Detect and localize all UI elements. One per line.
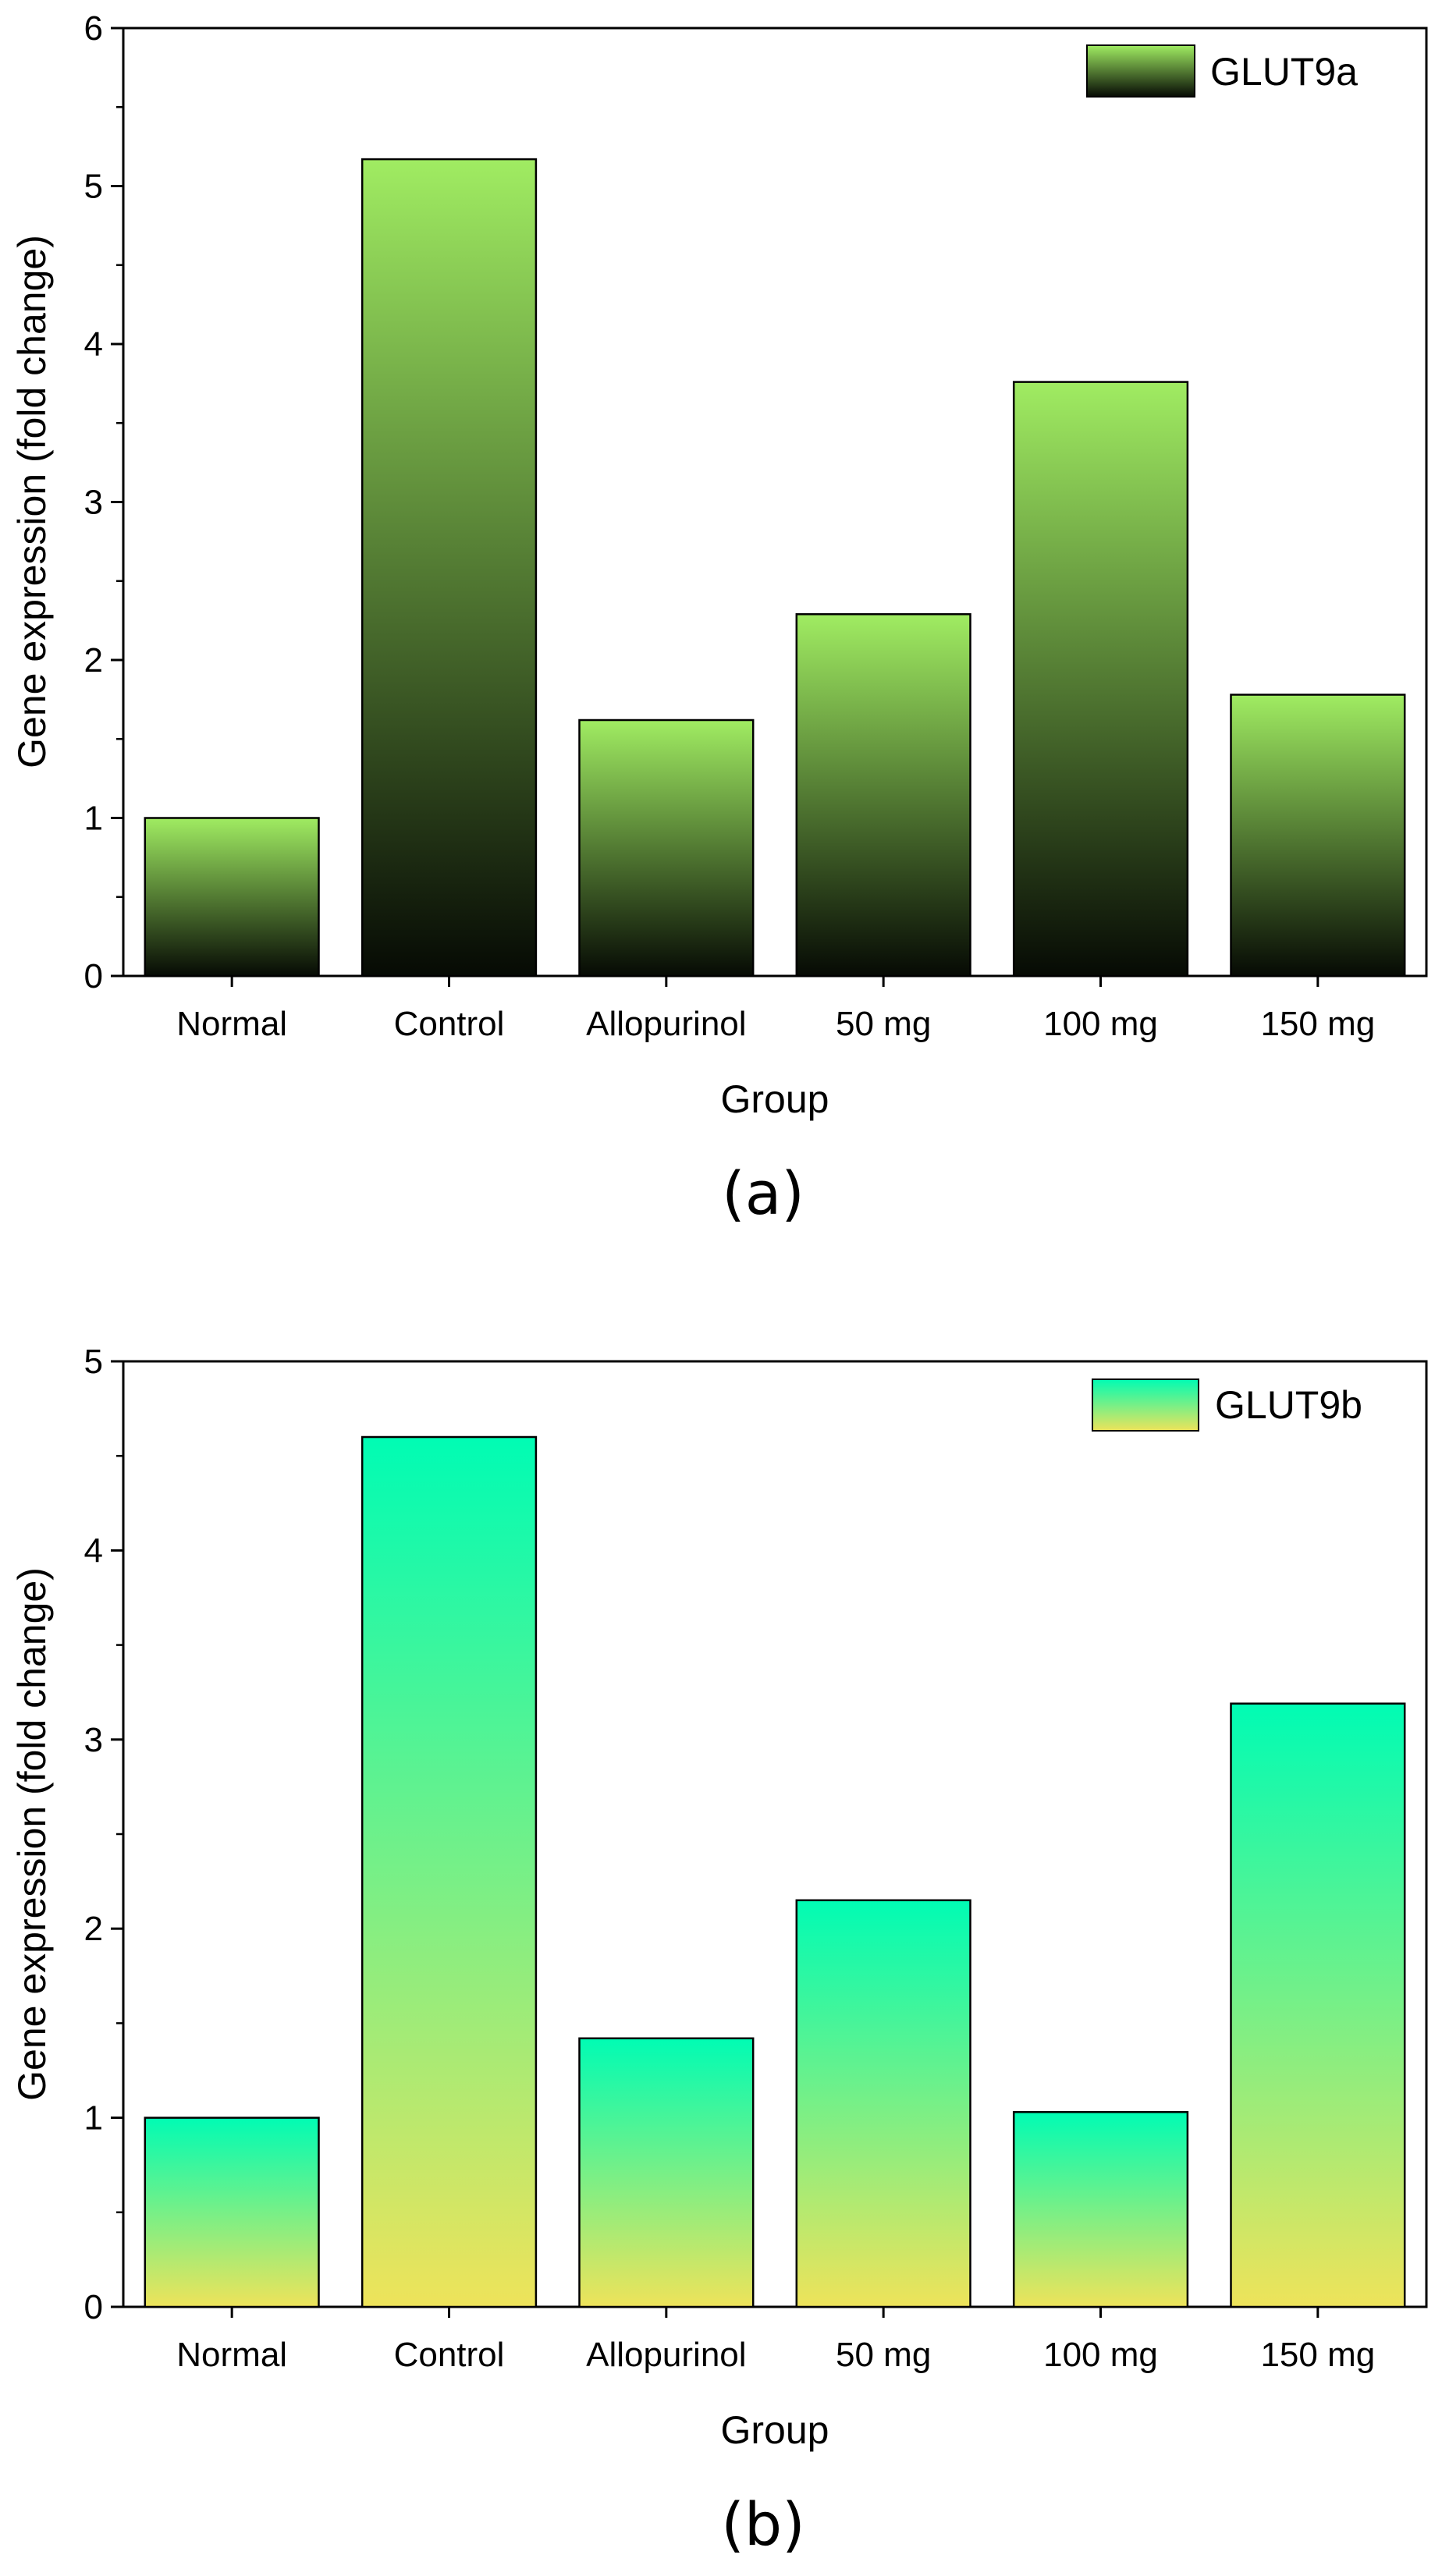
bar-a-2 <box>360 158 538 978</box>
bar-a-1 <box>144 817 320 978</box>
y-axis-b: 0 1 2 3 4 5 <box>84 1343 123 2326</box>
y-tick-label-a-6: 6 <box>84 9 103 48</box>
bar-b-1 <box>144 2117 320 2308</box>
x-tick-label-b-4: 50 mg <box>836 2336 931 2374</box>
x-axis-title-b: Group <box>721 2408 829 2452</box>
bar-b-2 <box>360 1435 538 2308</box>
y-tick-label-a-3: 3 <box>84 484 103 522</box>
legend-a: GLUT9a <box>1086 44 1358 98</box>
x-tick-label-b-1: Normal <box>176 2336 287 2374</box>
x-tick-label-a-4: 50 mg <box>836 1005 931 1043</box>
x-axis-title-a: Group <box>721 1077 829 1121</box>
x-tick-label-a-3: Allopurinol <box>586 1005 746 1043</box>
x-axis-b: Normal Control Allopurinol 50 mg 100 mg 150 m… <box>176 2307 1375 2374</box>
x-tick-label-a-2: Control <box>394 1005 505 1043</box>
y-axis-title-b: Gene expression (fold change) <box>10 1567 54 2101</box>
chart-panel-a: 0 1 2 3 4 5 6 Normal Control Allopurinol 50 mg 100… <box>10 9 1428 1228</box>
y-tick-label-a-5: 5 <box>84 168 103 206</box>
bar-a-5 <box>1012 381 1189 978</box>
legend-label-b: GLUT9b <box>1215 1383 1362 1427</box>
bars-a <box>144 158 1406 978</box>
legend-swatch-b <box>1092 1378 1199 1432</box>
x-axis-a: Normal Control Allopurinol 50 mg 100 mg 150 m… <box>176 976 1375 1043</box>
x-tick-label-b-3: Allopurinol <box>586 2336 746 2374</box>
y-tick-label-b-1: 1 <box>84 2099 103 2138</box>
y-tick-label-a-0: 0 <box>84 957 103 995</box>
x-tick-label-b-6: 150 mg <box>1260 2336 1375 2374</box>
y-axis-a: 0 1 2 3 4 5 6 <box>84 9 123 995</box>
bars-b <box>144 1435 1406 2308</box>
bar-a-6 <box>1230 694 1406 978</box>
y-tick-label-b-4: 4 <box>84 1531 103 1570</box>
y-axis-title-a: Gene expression (fold change) <box>10 235 54 768</box>
y-tick-label-b-0: 0 <box>84 2288 103 2326</box>
legend-label-a: GLUT9a <box>1210 50 1358 94</box>
bar-b-6 <box>1230 1702 1406 2308</box>
bar-a-4 <box>795 613 971 978</box>
x-tick-label-a-1: Normal <box>176 1005 287 1043</box>
x-tick-label-b-2: Control <box>394 2336 505 2374</box>
panel-label-b: (b) <box>721 2489 805 2559</box>
legend-swatch-a <box>1086 44 1195 98</box>
y-tick-label-b-5: 5 <box>84 1343 103 1381</box>
bar-a-3 <box>578 719 755 978</box>
y-tick-label-b-2: 2 <box>84 1910 103 1948</box>
x-tick-label-a-6: 150 mg <box>1260 1005 1375 1043</box>
bar-b-4 <box>795 1899 971 2308</box>
y-tick-label-a-2: 2 <box>84 641 103 679</box>
y-tick-label-a-4: 4 <box>84 325 103 364</box>
x-tick-label-b-5: 100 mg <box>1043 2336 1158 2374</box>
x-tick-label-a-5: 100 mg <box>1043 1005 1158 1043</box>
bar-b-5 <box>1012 2111 1189 2308</box>
chart-panel-b: 0 1 2 3 4 5 Normal Control Allopurinol 50 mg 100 … <box>10 1343 1428 2559</box>
panel-label-a: (a) <box>722 1158 804 1228</box>
y-tick-label-b-3: 3 <box>84 1721 103 1759</box>
legend-b: GLUT9b <box>1092 1378 1362 1432</box>
y-tick-label-a-1: 1 <box>84 800 103 838</box>
bar-b-3 <box>578 2037 755 2308</box>
